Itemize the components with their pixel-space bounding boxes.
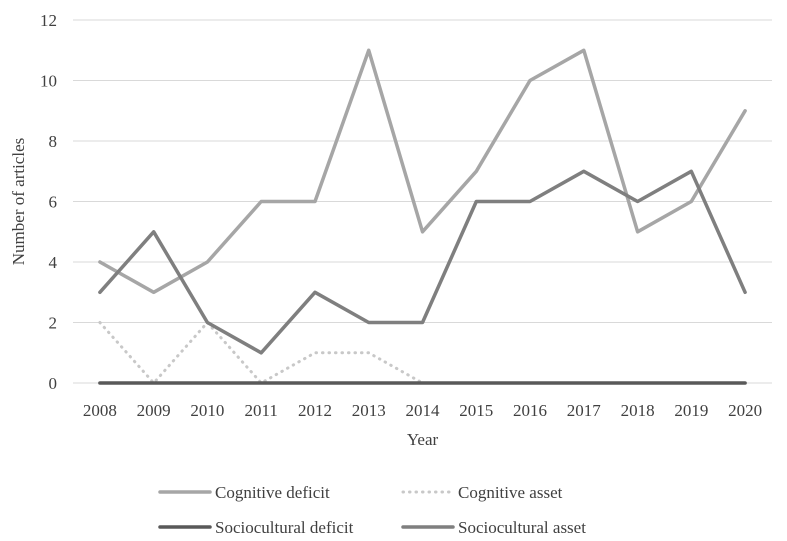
legend: Cognitive deficit Cognitive asset Sociocul… (158, 483, 586, 537)
y-tick-label: 4 (49, 253, 58, 272)
y-axis-ticks: 0 2 4 6 8 10 12 (40, 11, 58, 393)
legend-item: Sociocultural asset (401, 518, 586, 537)
x-tick-label: 2011 (245, 401, 278, 420)
x-tick-label: 2017 (567, 401, 602, 420)
y-axis-title: Number of articles (9, 138, 28, 265)
legend-item: Sociocultural deficit (158, 518, 354, 537)
x-tick-label: 2012 (298, 401, 332, 420)
series-line-cognitive-asset (98, 321, 424, 385)
x-tick-label: 2014 (406, 401, 441, 420)
y-tick-label: 10 (40, 72, 57, 91)
series-line-sociocultural-asset (98, 169, 747, 355)
x-tick-label: 2008 (83, 401, 117, 420)
y-tick-label: 6 (49, 193, 58, 212)
x-tick-label: 2010 (190, 401, 224, 420)
x-tick-label: 2020 (728, 401, 762, 420)
x-axis-title: Year (407, 430, 439, 449)
x-tick-label: 2018 (621, 401, 655, 420)
x-axis-ticks: 2008 2009 2010 2011 2012 2013 2014 2015 2016 2017… (83, 401, 762, 420)
x-tick-label: 2016 (513, 401, 547, 420)
x-tick-label: 2013 (352, 401, 386, 420)
x-tick-label: 2009 (137, 401, 171, 420)
legend-label: Cognitive asset (458, 483, 563, 502)
legend-label: Cognitive deficit (215, 483, 330, 502)
y-tick-label: 0 (49, 374, 58, 393)
y-tick-label: 2 (49, 314, 58, 333)
x-tick-label: 2019 (674, 401, 708, 420)
legend-label: Sociocultural deficit (215, 518, 354, 537)
y-tick-label: 8 (49, 132, 58, 151)
legend-item: Cognitive asset (401, 483, 563, 502)
series-line-cognitive-deficit (98, 48, 747, 295)
gridlines (73, 19, 772, 384)
y-tick-label: 12 (40, 11, 57, 30)
legend-label: Sociocultural asset (458, 518, 586, 537)
x-tick-label: 2015 (459, 401, 493, 420)
legend-item: Cognitive deficit (158, 483, 330, 502)
series-lines (98, 48, 747, 385)
